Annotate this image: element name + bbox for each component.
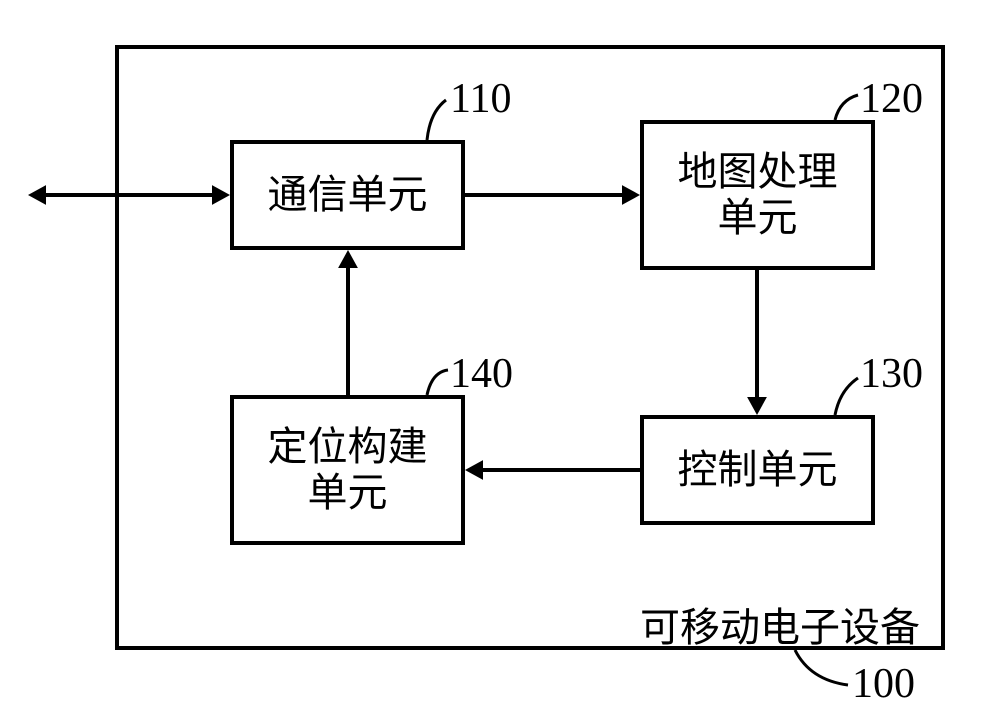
device-label: 可移动电子设备	[640, 595, 920, 653]
device-ref-label: 100	[852, 660, 915, 708]
node-label: 控制单元	[678, 447, 838, 493]
node-control-unit: 控制单元	[640, 415, 875, 525]
node-label: 地图处理单元	[678, 149, 838, 241]
ref-label-110: 110	[450, 75, 511, 123]
diagram-canvas: 可移动电子设备 100 通信单元 110 地图处理单元 120 控制单元 130…	[0, 0, 1000, 717]
node-label: 通信单元	[268, 172, 428, 218]
ref-label-130: 130	[860, 350, 923, 398]
node-label: 定位构建单元	[268, 424, 428, 516]
ref-label-140: 140	[450, 350, 513, 398]
node-positioning-build-unit: 定位构建单元	[230, 395, 465, 545]
node-communication-unit: 通信单元	[230, 140, 465, 250]
node-map-processing-unit: 地图处理单元	[640, 120, 875, 270]
ref-label-120: 120	[860, 75, 923, 123]
